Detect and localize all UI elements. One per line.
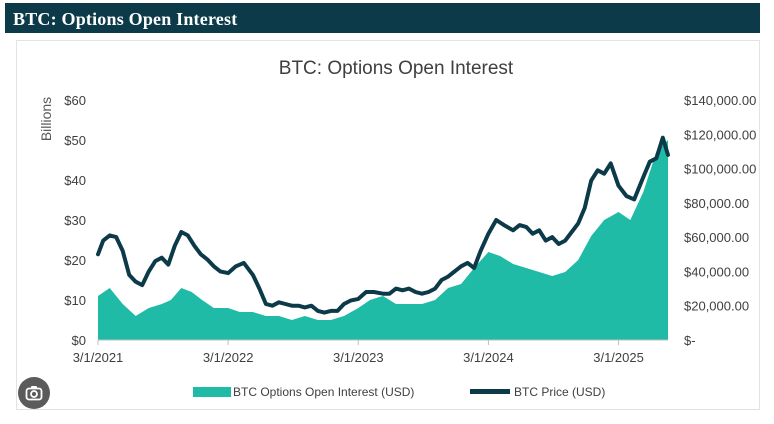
tick-labels: $0 $10 $20 $30 $40 $50 $60 $- $20,000.00 $40,000.… xyxy=(64,93,756,365)
y-right-tick-label: $120,000.00 xyxy=(684,127,756,142)
lens-search-button[interactable] xyxy=(18,377,50,409)
btc-price-line-series xyxy=(96,135,670,315)
legend-label-open-interest: BTC Options Open Interest (USD) xyxy=(233,385,414,399)
chart-svg: BTC: Options Open Interest Billions $0 $1… xyxy=(38,58,756,399)
y-right-tick-label: $60,000.00 xyxy=(684,230,749,245)
y-right-tick-label: $20,000.00 xyxy=(684,299,749,314)
y-left-tick-label: $0 xyxy=(72,333,86,348)
open-interest-area xyxy=(98,140,668,340)
y-left-tick-label: $20 xyxy=(64,253,86,268)
open-interest-area-series xyxy=(98,140,668,340)
y-right-tick-label: $80,000.00 xyxy=(684,196,749,211)
x-tick-label: 3/1/2025 xyxy=(593,350,644,365)
header-title: BTC: Options Open Interest xyxy=(13,9,238,29)
chart-title: BTC: Options Open Interest xyxy=(279,58,514,79)
btc-price-line xyxy=(96,135,670,315)
y-right-tick-label: $100,000.00 xyxy=(684,162,756,177)
x-tick-label: 3/1/2023 xyxy=(333,350,384,365)
legend-swatch-open-interest xyxy=(193,387,231,397)
y-right-tick-label: $- xyxy=(684,333,696,348)
y-right-tick-label: $40,000.00 xyxy=(684,264,749,279)
y-left-tick-label: $50 xyxy=(64,133,86,148)
y-left-tick-label: $40 xyxy=(64,173,86,188)
legend-label-btc-price: BTC Price (USD) xyxy=(514,385,605,399)
y-left-tick-label: $10 xyxy=(64,293,86,308)
header-bar: BTC: Options Open Interest xyxy=(5,3,760,33)
y-left-tick-label: $30 xyxy=(64,213,86,228)
x-tick-label: 3/1/2024 xyxy=(463,350,514,365)
axes xyxy=(97,339,668,345)
x-tick-label: 3/1/2022 xyxy=(203,350,254,365)
legend-swatch-btc-price xyxy=(470,389,510,394)
y-right-tick-label: $140,000.00 xyxy=(684,93,756,108)
x-tick-label: 3/1/2021 xyxy=(73,350,124,365)
chart-frame: BTC: Options Open Interest Billions $0 $1… xyxy=(16,40,760,410)
y-left-axis-label: Billions xyxy=(38,97,54,141)
legend: BTC Options Open Interest (USD) BTC Pric… xyxy=(193,385,605,399)
camera-icon xyxy=(25,386,43,401)
y-left-tick-label: $60 xyxy=(64,93,86,108)
